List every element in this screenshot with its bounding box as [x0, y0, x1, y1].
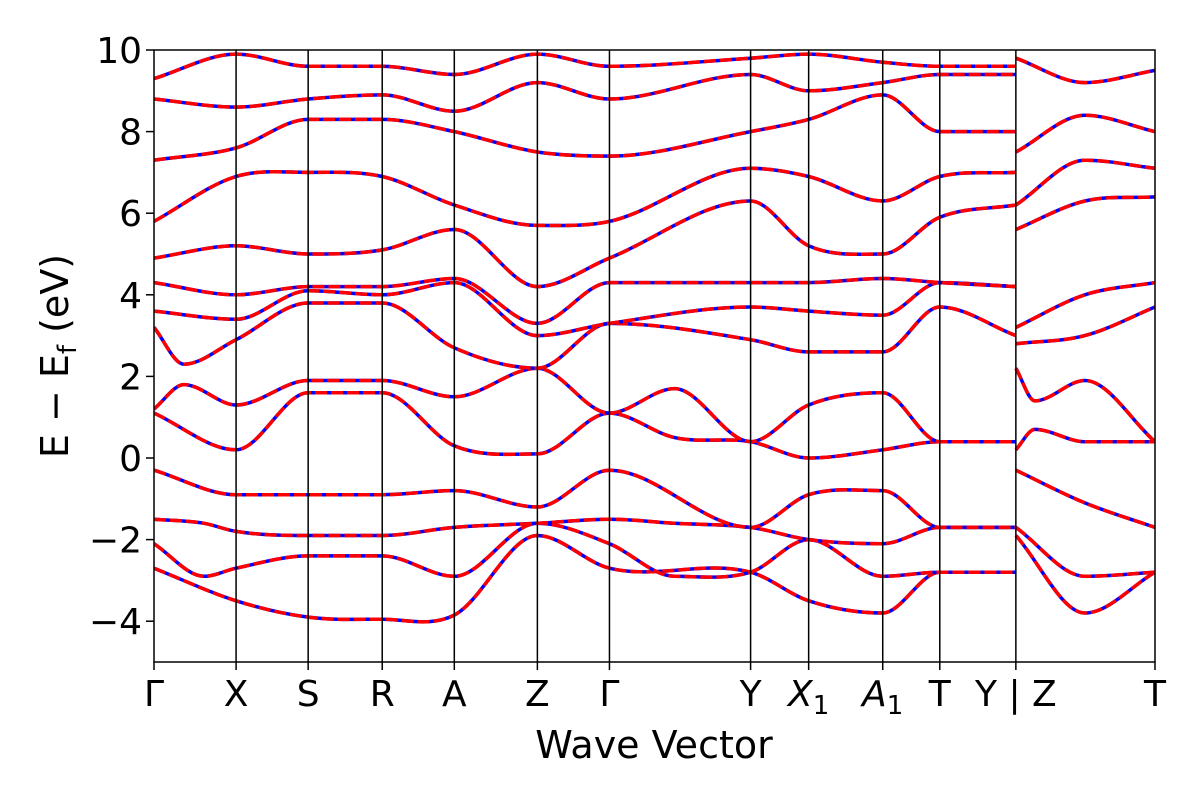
y-axis-title-unit: (eV)	[33, 254, 77, 345]
x-tick-label: X1	[786, 674, 829, 721]
y-tick-label: 6	[119, 194, 142, 235]
x-tick-label-main: Γ	[599, 674, 619, 715]
x-tick-label-main: Z	[525, 674, 550, 715]
x-tick-label: Γ	[599, 674, 619, 715]
y-axis-ticks: −4 −2 0 2 4 6 8 10	[89, 31, 154, 643]
y-tick-label: −4	[89, 602, 142, 643]
x-tick-label-main: A	[860, 674, 887, 715]
band-line-red	[154, 468, 1016, 530]
band-line-red	[1015, 305, 1155, 346]
band-line-red	[154, 517, 1016, 546]
band-line-red	[154, 390, 1016, 460]
y-tick-label: 0	[119, 439, 142, 480]
x-tick-label: A1	[860, 674, 903, 721]
band-line-red	[1015, 56, 1155, 85]
x-tick-label: X	[224, 674, 249, 715]
y-tick-label: 2	[119, 357, 142, 398]
band-line-red	[1014, 427, 1155, 451]
x-tick-label-main: Y | Z	[974, 674, 1057, 715]
y-tick-label: 4	[119, 276, 142, 317]
x-tick-label-main: X	[224, 674, 249, 715]
x-tick-label-main: Γ	[144, 674, 164, 715]
y-tick-label: −2	[89, 521, 142, 562]
x-tick-label: R	[370, 674, 395, 715]
x-tick-label: Z	[525, 674, 550, 715]
x-tick-label-main: T	[928, 674, 952, 715]
band-line-red	[1014, 534, 1155, 615]
x-tick-label-main: Y	[739, 674, 763, 715]
high-symmetry-lines	[235, 50, 1017, 662]
band-line-red	[1014, 367, 1155, 444]
band-line-red	[154, 366, 1016, 444]
x-tick-label: Y	[739, 674, 763, 715]
y-axis-title-sub: f	[53, 344, 83, 354]
x-axis-title: Wave Vector	[535, 723, 773, 767]
band-line-red	[154, 521, 1016, 579]
plot-frame	[153, 49, 1156, 663]
x-tick-label: T	[1143, 674, 1167, 715]
x-tick-label-sub: 1	[813, 691, 830, 721]
x-tick-label-main: X	[786, 674, 814, 715]
x-tick-label: Γ	[144, 674, 164, 715]
x-tick-label: T	[928, 674, 952, 715]
band-line-red	[1014, 158, 1155, 207]
band-line-red	[154, 301, 1017, 370]
band-line-red	[1015, 195, 1155, 232]
x-tick-label: A	[442, 674, 467, 715]
x-tick-label-main: R	[370, 674, 395, 715]
x-tick-label: Y | Z	[974, 674, 1057, 715]
band-line-red	[1014, 525, 1155, 579]
band-line-red	[1015, 113, 1155, 154]
x-tick-label: S	[297, 674, 320, 715]
band-line-red	[154, 533, 1016, 624]
y-axis-title: E − Ef (eV)	[33, 254, 83, 458]
x-tick-label-main: S	[297, 674, 320, 715]
x-tick-label-main: T	[1143, 674, 1167, 715]
band-line-red	[1015, 280, 1155, 329]
y-axis-title-main: E − E	[33, 354, 77, 458]
x-tick-label-main: A	[442, 674, 467, 715]
band-line-red	[1015, 468, 1155, 530]
y-tick-label: 8	[119, 113, 142, 154]
x-tick-label-sub: 1	[887, 691, 904, 721]
y-tick-label: 10	[96, 31, 142, 72]
